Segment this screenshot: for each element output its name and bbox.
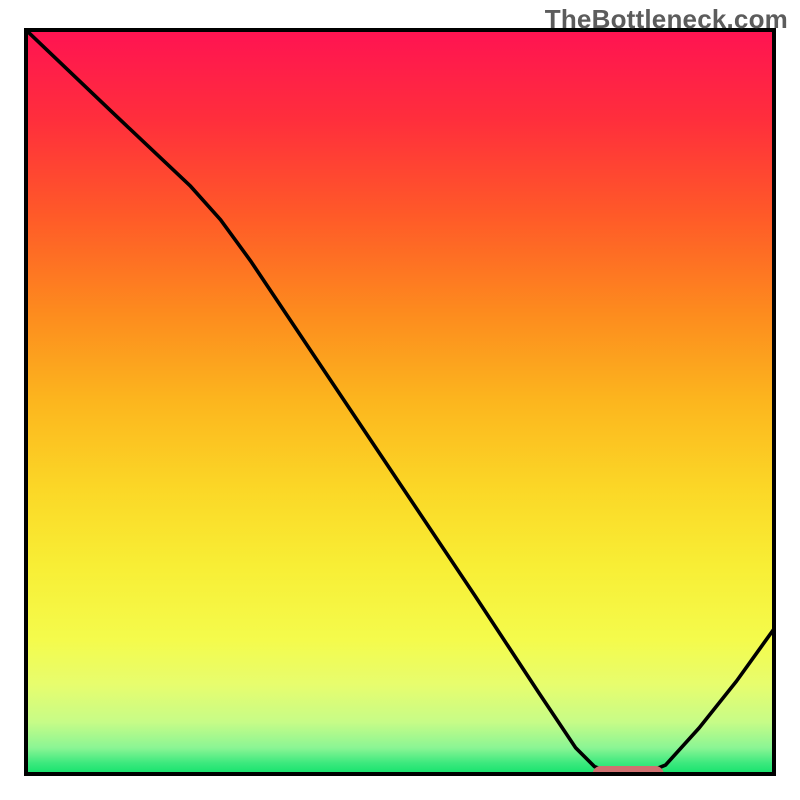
chart-container: TheBottleneck.com [0,0,800,800]
watermark-text: TheBottleneck.com [545,4,788,35]
gradient-background [26,30,774,774]
bottleneck-curve-chart [0,0,800,800]
